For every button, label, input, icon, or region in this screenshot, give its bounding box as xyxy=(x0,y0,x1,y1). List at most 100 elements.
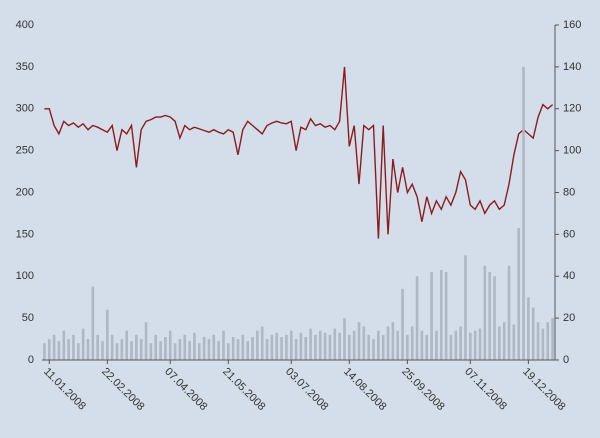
y2-tick-label: 120 xyxy=(563,103,581,115)
bar xyxy=(275,332,279,360)
y2-tick-label: 40 xyxy=(563,270,575,282)
bar xyxy=(531,307,535,360)
bar xyxy=(522,66,525,360)
bar xyxy=(527,297,530,360)
y2-tick-label: 20 xyxy=(563,312,575,324)
bar xyxy=(517,228,521,360)
bar xyxy=(410,326,414,360)
y-tick-label: 250 xyxy=(16,145,34,157)
bar xyxy=(236,339,240,360)
bar xyxy=(260,326,264,360)
bar xyxy=(386,326,390,360)
bar xyxy=(439,269,443,360)
bar xyxy=(280,336,283,360)
bar xyxy=(106,309,109,360)
bar xyxy=(265,339,269,360)
bar xyxy=(425,334,429,360)
bar xyxy=(270,334,274,360)
x-tick-label: 11.01.2008 xyxy=(41,366,88,413)
bar xyxy=(372,339,375,360)
bar xyxy=(120,339,124,360)
bar xyxy=(202,336,206,360)
bar xyxy=(222,330,225,360)
bar xyxy=(183,334,187,360)
bar xyxy=(227,343,230,360)
bar xyxy=(294,339,298,360)
bar xyxy=(420,330,424,360)
bar xyxy=(144,322,148,360)
x-tick-label: 25.09.2008 xyxy=(399,366,446,413)
bar xyxy=(125,330,128,360)
bar xyxy=(352,330,356,360)
bar xyxy=(444,272,448,360)
bar xyxy=(91,286,95,360)
bar xyxy=(338,332,341,360)
bar xyxy=(546,322,550,360)
bar xyxy=(52,334,56,360)
bar xyxy=(343,318,346,360)
y-tick-label: 300 xyxy=(16,103,34,115)
bar xyxy=(231,336,235,360)
bar xyxy=(72,334,75,360)
bar xyxy=(168,330,172,360)
bar xyxy=(502,322,506,360)
bar xyxy=(101,341,104,360)
x-tick-label: 03.07.2008 xyxy=(283,366,330,413)
bar xyxy=(435,330,438,360)
bar xyxy=(43,343,46,360)
bar xyxy=(357,322,361,360)
x-tick-label: 21.05.2008 xyxy=(220,366,267,413)
bar xyxy=(512,324,516,360)
bar xyxy=(217,341,220,360)
bar xyxy=(333,328,337,360)
bar xyxy=(483,265,487,360)
y-tick-label: 350 xyxy=(16,61,34,73)
bar xyxy=(246,341,249,360)
bar xyxy=(299,332,303,360)
y2-tick-label: 160 xyxy=(563,19,581,31)
bar xyxy=(47,339,51,360)
bar xyxy=(135,334,138,360)
x-tick-label: 19.12.2008 xyxy=(520,366,567,413)
bar xyxy=(251,336,254,360)
line xyxy=(44,66,554,239)
bar xyxy=(377,330,380,360)
bar xyxy=(493,276,496,360)
bar xyxy=(173,343,177,360)
y2-tick-label: 100 xyxy=(563,145,581,157)
bar xyxy=(57,341,61,360)
y-tick-label: 200 xyxy=(16,186,34,198)
bar xyxy=(130,341,133,360)
bar xyxy=(207,339,211,360)
bar xyxy=(536,322,540,360)
bar xyxy=(76,343,80,360)
y-tick-label: 0 xyxy=(28,354,34,366)
bar xyxy=(367,334,370,360)
bar xyxy=(212,334,216,360)
bar xyxy=(454,330,458,360)
bar xyxy=(159,341,162,360)
bar xyxy=(348,334,351,360)
bar xyxy=(469,332,472,360)
y-tick-label: 50 xyxy=(22,312,34,324)
bar xyxy=(430,272,433,360)
bar xyxy=(149,343,153,360)
bar xyxy=(154,334,158,360)
bar xyxy=(498,326,501,360)
bar xyxy=(464,255,467,360)
bar xyxy=(507,265,511,360)
y2-tick-label: 80 xyxy=(563,186,575,198)
bar xyxy=(81,328,85,360)
y-tick-label: 400 xyxy=(16,19,34,31)
bar xyxy=(115,343,119,360)
bar xyxy=(396,330,400,360)
bar xyxy=(473,330,477,360)
bar xyxy=(96,334,99,360)
bar xyxy=(328,334,332,360)
bar xyxy=(62,330,66,360)
y-tick-label: 100 xyxy=(16,270,34,282)
bar xyxy=(401,288,404,360)
bar xyxy=(193,332,196,360)
